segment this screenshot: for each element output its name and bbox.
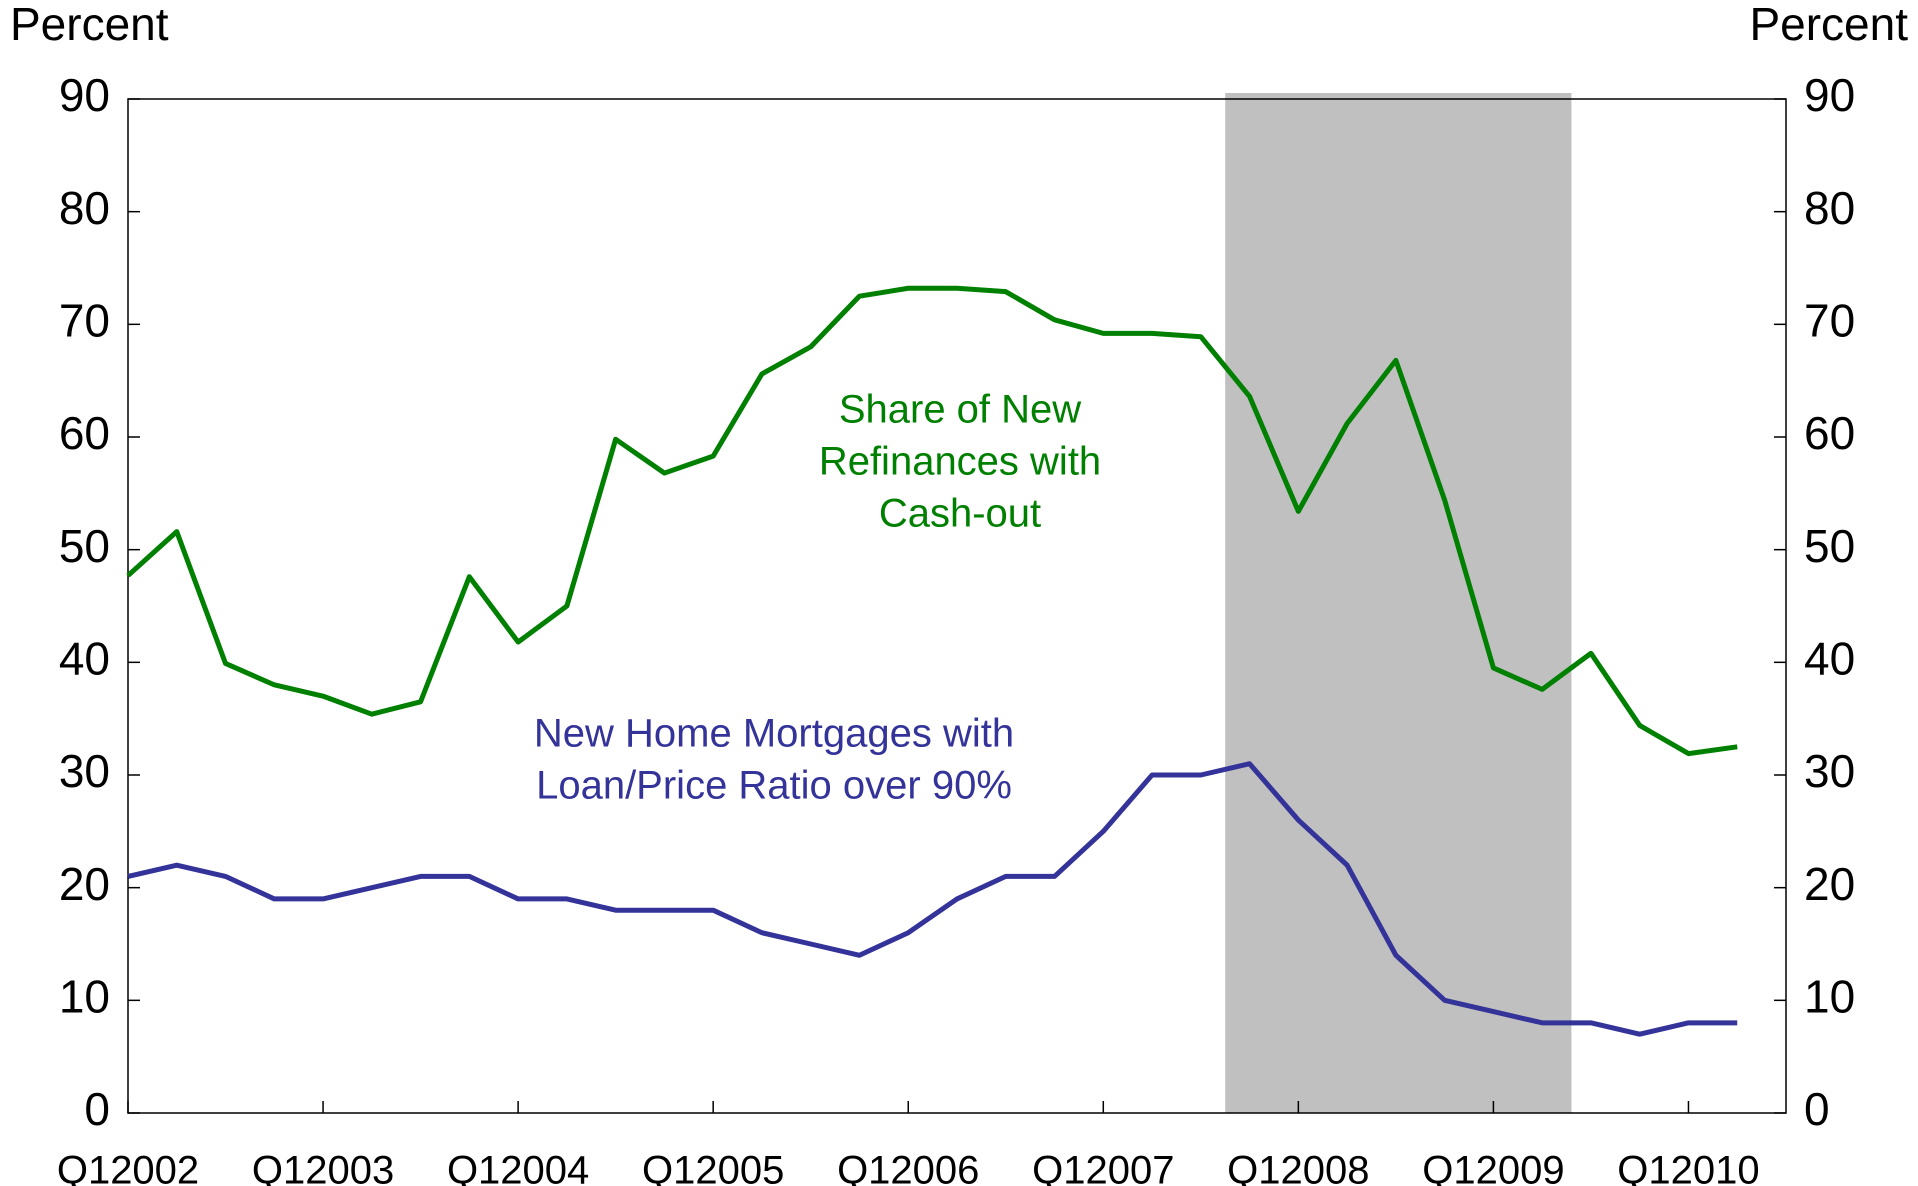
series-line [127,761,1738,1037]
x-tick-label: Q12004 [447,1149,589,1186]
series-line [126,285,1738,757]
series-label: Refinances with [819,440,1101,484]
series-label: Loan/Price Ratio over 90% [536,764,1012,808]
y2-tick-label: 90 [1804,69,1855,121]
plot-frame [127,98,1787,1114]
y-tick-label: 90 [59,69,110,121]
x-tick-label: Q12002 [57,1149,199,1186]
y2-tick-label: 10 [1804,970,1855,1022]
y2-tick-label: 40 [1804,632,1855,684]
x-tick-label: Q12005 [642,1149,784,1186]
y-tick-label: 10 [59,970,110,1022]
y2-tick-label: 0 [1804,1083,1830,1135]
y2-tick-label: 70 [1804,294,1855,346]
y2-axis-label: Percent [1749,0,1908,50]
y2-tick-label: 20 [1804,858,1855,910]
y2-tick-label: 30 [1804,745,1855,797]
x-tick-label: Q12006 [837,1149,979,1186]
y-tick-label: 0 [84,1083,110,1135]
y-tick-label: 20 [59,858,110,910]
x-tick-label: Q12007 [1032,1149,1174,1186]
series-label: New Home Mortgages with [534,712,1014,756]
y-tick-label: 70 [59,294,110,346]
y-tick-label: 50 [59,520,110,572]
shaded-period [1225,93,1572,1113]
y-tick-label: 40 [59,632,110,684]
y2-tick-label: 80 [1804,182,1855,234]
y-tick-label: 30 [59,745,110,797]
series-label: Cash-out [879,492,1041,536]
x-tick-label: Q12003 [252,1149,394,1186]
y2-tick-label: 60 [1804,407,1855,459]
x-tick-label: Q12008 [1227,1149,1369,1186]
x-tick-label: Q12010 [1617,1149,1759,1186]
y-tick-label: 80 [59,182,110,234]
y2-tick-label: 50 [1804,520,1855,572]
y-tick-label: 60 [59,407,110,459]
y-axis-label: Percent [10,0,169,50]
x-tick-label: Q12009 [1422,1149,1564,1186]
series-label: Share of New [839,388,1081,432]
